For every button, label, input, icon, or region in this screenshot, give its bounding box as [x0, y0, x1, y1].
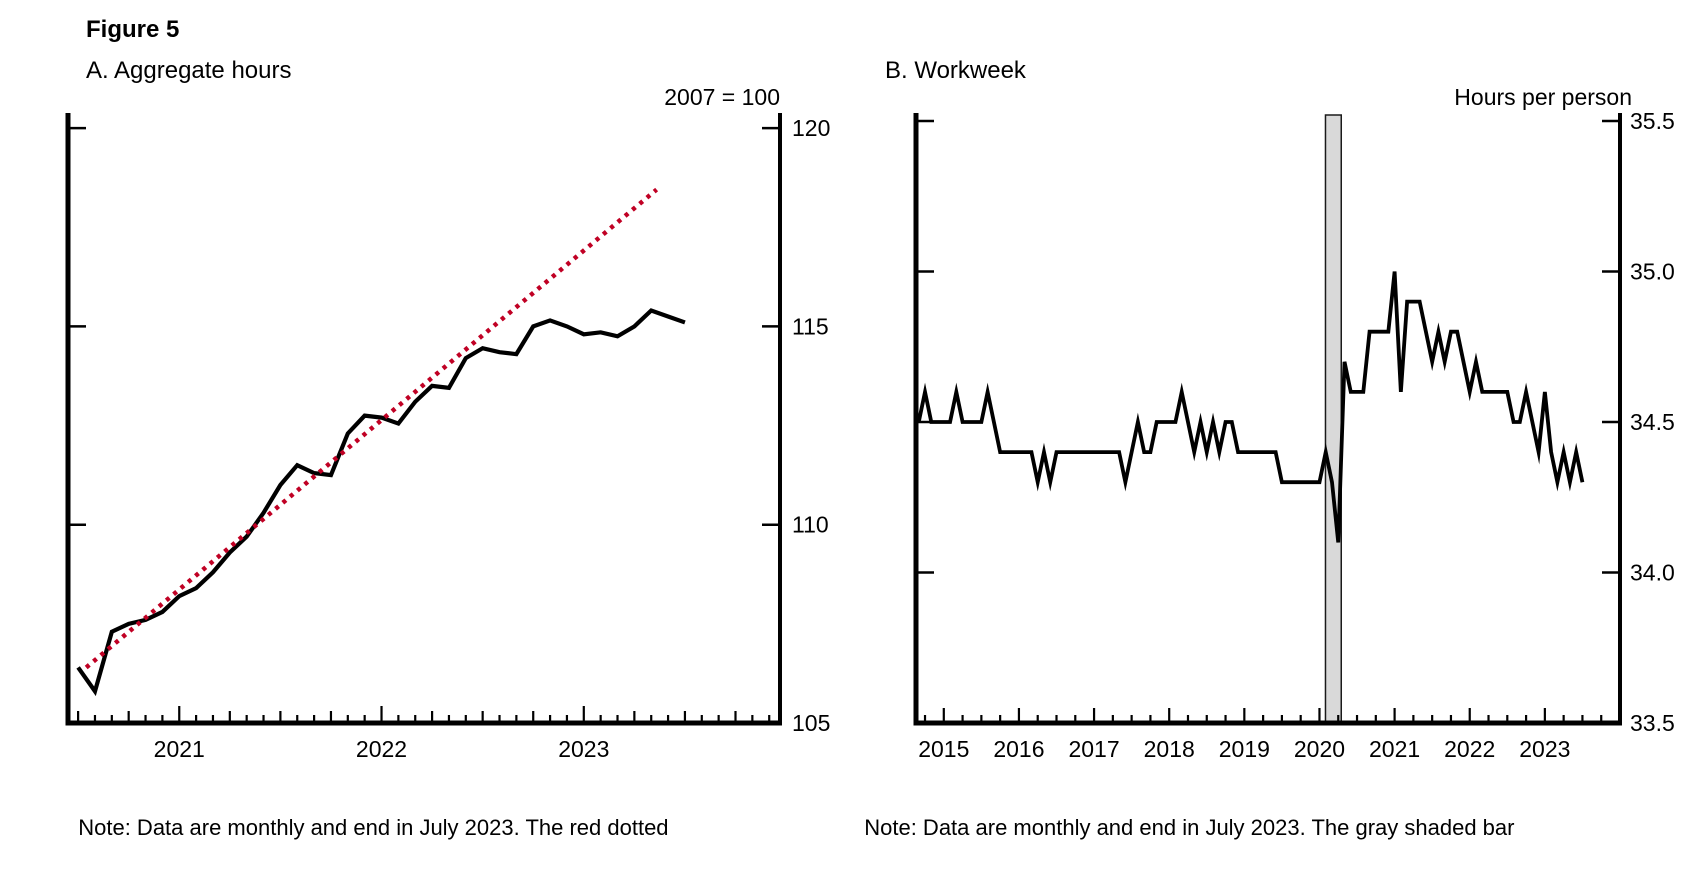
- y-axis-ticks: [68, 126, 780, 526]
- y-tick-label: 35.0: [1630, 259, 1675, 285]
- x-tick-label: 2018: [1144, 736, 1195, 762]
- note-line: Note: Data are monthly and end in July 2…: [66, 815, 669, 840]
- y-axis-labels: 33.5 34.0 34.5 35.0 35.5: [1630, 108, 1675, 736]
- y-axis-ticks: [916, 119, 1620, 574]
- y-tick-label: 110: [792, 512, 829, 538]
- panel-aggregate-hours: 105 110 115 120 2021 2022 2023: [65, 113, 830, 762]
- recession-band: [1324, 114, 1343, 724]
- y-axis-labels: 105 110 115 120: [792, 115, 830, 736]
- panel-workweek: 33.5 34.0 34.5 35.0 35.5 2015 2016 2017 2018 2019…: [913, 108, 1675, 762]
- x-tick-label: 2023: [558, 736, 609, 762]
- y-tick-label: 34.0: [1630, 560, 1675, 586]
- x-axis-ticks: [77, 706, 771, 723]
- x-tick-label: 2016: [993, 736, 1044, 762]
- note-line: Note: Data are monthly and end in July 2…: [852, 815, 1515, 840]
- y-tick-label: 120: [792, 115, 830, 141]
- panel-b-title: B. Workweek: [885, 57, 1026, 84]
- panel-a-note: Note: Data are monthly and end in July 2…: [66, 760, 726, 879]
- x-tick-label: 2020: [1294, 736, 1345, 762]
- series-aggregate-hours-index: [76, 308, 686, 697]
- x-tick-label: 2023: [1519, 736, 1570, 762]
- x-tick-label: 2022: [356, 736, 407, 762]
- x-tick-label: 2019: [1219, 736, 1270, 762]
- panel-a-unit-label: 2007 = 100: [664, 84, 780, 110]
- series-workweek-hours: [916, 271, 1585, 543]
- y-tick-label: 105: [792, 710, 830, 736]
- y-tick-label: 115: [792, 313, 829, 339]
- y-tick-label: 35.5: [1630, 108, 1675, 134]
- x-tick-label: 2021: [154, 736, 205, 762]
- panel-b-note: Note: Data are monthly and end in July 2…: [852, 760, 1572, 879]
- panel-b-unit-label: Hours per person: [1454, 84, 1632, 110]
- series-trend-2021-2022: [84, 187, 659, 670]
- x-tick-label: 2017: [1068, 736, 1119, 762]
- panel-a-title: A. Aggregate hours: [86, 57, 292, 84]
- y-tick-label: 34.5: [1630, 409, 1675, 435]
- x-tick-label: 2022: [1444, 736, 1495, 762]
- x-axis-labels: 2021 2022 2023: [154, 736, 610, 762]
- x-tick-label: 2015: [918, 736, 969, 762]
- x-axis-labels: 2015 2016 2017 2018 2019 2020 2021 2022 2023: [918, 736, 1570, 762]
- figure-title: Figure 5: [86, 16, 180, 43]
- y-tick-label: 33.5: [1630, 710, 1675, 736]
- x-tick-label: 2021: [1369, 736, 1420, 762]
